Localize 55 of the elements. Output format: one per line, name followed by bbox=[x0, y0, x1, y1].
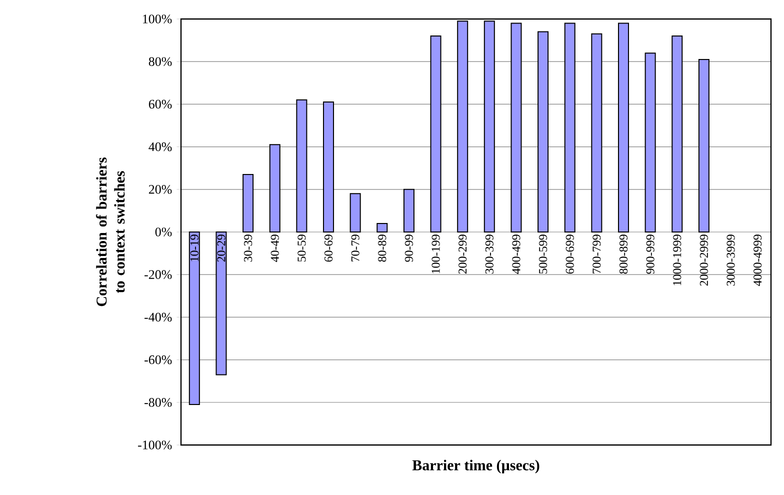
x-tick-label: 80-89 bbox=[378, 234, 386, 262]
x-tick-label: 1000-1999 bbox=[673, 234, 682, 286]
bar bbox=[188, 231, 200, 406]
bar bbox=[457, 20, 468, 232]
y-tick-label: 20% bbox=[148, 184, 172, 194]
x-tick-label: 700-799 bbox=[592, 234, 601, 274]
bar bbox=[403, 188, 414, 232]
y-tick-label: 0% bbox=[155, 228, 172, 236]
bar bbox=[644, 52, 656, 232]
bar bbox=[269, 144, 280, 232]
y-axis-title: Correlation of barriers to context switches bbox=[96, 158, 125, 306]
x-tick-label: 10-19 bbox=[190, 234, 198, 262]
bar bbox=[591, 33, 602, 232]
bar bbox=[618, 22, 629, 232]
y-tick-label: 60% bbox=[148, 100, 172, 109]
x-tick-label: 90-99 bbox=[404, 234, 413, 262]
y-tick-label: -40% bbox=[144, 312, 172, 322]
x-tick-label: 30-39 bbox=[244, 234, 252, 262]
x-tick-label: 4000-4999 bbox=[754, 234, 762, 286]
bar bbox=[698, 58, 710, 232]
y-tick-label: 100% bbox=[143, 14, 172, 24]
y-tick-label: 40% bbox=[148, 142, 172, 152]
bar bbox=[564, 22, 576, 232]
x-tick-label: 600-699 bbox=[566, 234, 574, 274]
y-tick-label: -60% bbox=[144, 355, 172, 364]
x-tick-label: 100-199 bbox=[432, 234, 440, 274]
x-tick-label: 40-49 bbox=[270, 234, 279, 262]
x-tick-label: 2000-2999 bbox=[700, 234, 708, 286]
x-axis-title: Barrier time (µsecs) bbox=[412, 460, 540, 474]
bar bbox=[672, 36, 683, 232]
y-tick-label: -80% bbox=[144, 398, 172, 407]
x-tick-label: 200-299 bbox=[458, 234, 467, 274]
bar bbox=[216, 231, 227, 376]
x-tick-label: 50-59 bbox=[298, 234, 306, 262]
bar bbox=[430, 36, 442, 232]
bar bbox=[323, 102, 334, 232]
bar bbox=[538, 31, 549, 232]
x-tick-label: 60-69 bbox=[324, 234, 333, 262]
x-tick-label: 3000-3999 bbox=[726, 234, 735, 286]
x-tick-label: 70-79 bbox=[351, 234, 360, 262]
x-tick-label: 900-999 bbox=[646, 234, 654, 274]
y-tick-label: -100% bbox=[138, 440, 172, 450]
bar bbox=[484, 20, 495, 232]
x-tick-label: 400-499 bbox=[512, 234, 520, 274]
bar bbox=[510, 22, 522, 232]
y-tick-label: -20% bbox=[144, 270, 172, 279]
x-tick-label: 500-599 bbox=[538, 234, 548, 274]
x-tick-label: 300-399 bbox=[485, 234, 494, 274]
bar bbox=[350, 193, 361, 232]
bar bbox=[376, 222, 388, 232]
x-tick-label: 20-29 bbox=[217, 234, 226, 262]
x-tick-label: 800-899 bbox=[619, 234, 628, 274]
y-tick-label: 80% bbox=[148, 57, 172, 66]
bar bbox=[242, 174, 254, 232]
bar bbox=[296, 99, 308, 232]
